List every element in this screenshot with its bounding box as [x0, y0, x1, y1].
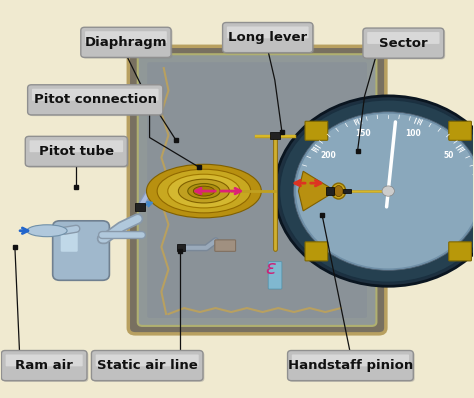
FancyBboxPatch shape: [91, 351, 203, 380]
Bar: [326, 187, 334, 195]
Circle shape: [296, 114, 474, 268]
FancyBboxPatch shape: [6, 355, 82, 367]
FancyBboxPatch shape: [93, 352, 204, 382]
FancyBboxPatch shape: [61, 230, 78, 252]
Ellipse shape: [146, 164, 261, 218]
Bar: [136, 203, 145, 211]
Circle shape: [382, 186, 394, 196]
FancyBboxPatch shape: [25, 137, 128, 166]
Text: Diaphragm: Diaphragm: [85, 36, 167, 49]
Ellipse shape: [157, 169, 251, 213]
FancyBboxPatch shape: [363, 28, 444, 58]
Bar: [343, 189, 351, 193]
Text: Pitot connection: Pitot connection: [34, 94, 157, 106]
FancyBboxPatch shape: [147, 62, 367, 318]
FancyBboxPatch shape: [449, 242, 472, 261]
FancyBboxPatch shape: [27, 85, 163, 115]
Ellipse shape: [27, 225, 67, 237]
FancyBboxPatch shape: [96, 355, 199, 367]
FancyBboxPatch shape: [3, 352, 88, 382]
Bar: [270, 133, 280, 139]
Ellipse shape: [193, 186, 215, 196]
FancyBboxPatch shape: [81, 27, 171, 57]
FancyBboxPatch shape: [224, 24, 314, 54]
FancyBboxPatch shape: [1, 351, 87, 380]
FancyBboxPatch shape: [449, 121, 472, 140]
FancyBboxPatch shape: [223, 23, 313, 53]
FancyBboxPatch shape: [305, 242, 328, 261]
Ellipse shape: [331, 183, 346, 199]
FancyBboxPatch shape: [29, 140, 123, 152]
FancyBboxPatch shape: [138, 54, 376, 326]
Circle shape: [294, 112, 474, 270]
Text: 50: 50: [443, 151, 454, 160]
Text: Sector: Sector: [379, 37, 428, 50]
FancyBboxPatch shape: [367, 32, 439, 44]
Text: Ram air: Ram air: [15, 359, 73, 372]
FancyBboxPatch shape: [82, 29, 173, 59]
FancyBboxPatch shape: [85, 31, 167, 43]
FancyBboxPatch shape: [288, 351, 413, 380]
FancyBboxPatch shape: [289, 352, 415, 382]
FancyBboxPatch shape: [227, 27, 309, 38]
Polygon shape: [299, 171, 329, 211]
Text: Static air line: Static air line: [97, 359, 198, 372]
FancyBboxPatch shape: [27, 138, 129, 168]
Text: 100: 100: [405, 129, 421, 138]
FancyBboxPatch shape: [29, 86, 164, 116]
Circle shape: [275, 96, 474, 286]
Circle shape: [280, 100, 474, 282]
FancyBboxPatch shape: [305, 121, 328, 140]
FancyBboxPatch shape: [268, 261, 282, 289]
Text: Pitot tube: Pitot tube: [39, 145, 114, 158]
Ellipse shape: [178, 179, 229, 203]
FancyBboxPatch shape: [128, 46, 386, 334]
Bar: [177, 244, 185, 252]
Ellipse shape: [334, 185, 343, 197]
Text: 200: 200: [320, 151, 336, 160]
Text: 150: 150: [356, 129, 371, 138]
FancyBboxPatch shape: [292, 355, 409, 367]
FancyBboxPatch shape: [215, 240, 236, 252]
Text: Handstaff pinion: Handstaff pinion: [288, 359, 413, 372]
Text: $\epsilon$: $\epsilon$: [265, 259, 277, 278]
FancyBboxPatch shape: [53, 221, 109, 280]
FancyBboxPatch shape: [32, 89, 158, 101]
Text: Long lever: Long lever: [228, 31, 307, 44]
Ellipse shape: [188, 183, 220, 199]
FancyBboxPatch shape: [365, 29, 445, 59]
Ellipse shape: [168, 174, 240, 208]
